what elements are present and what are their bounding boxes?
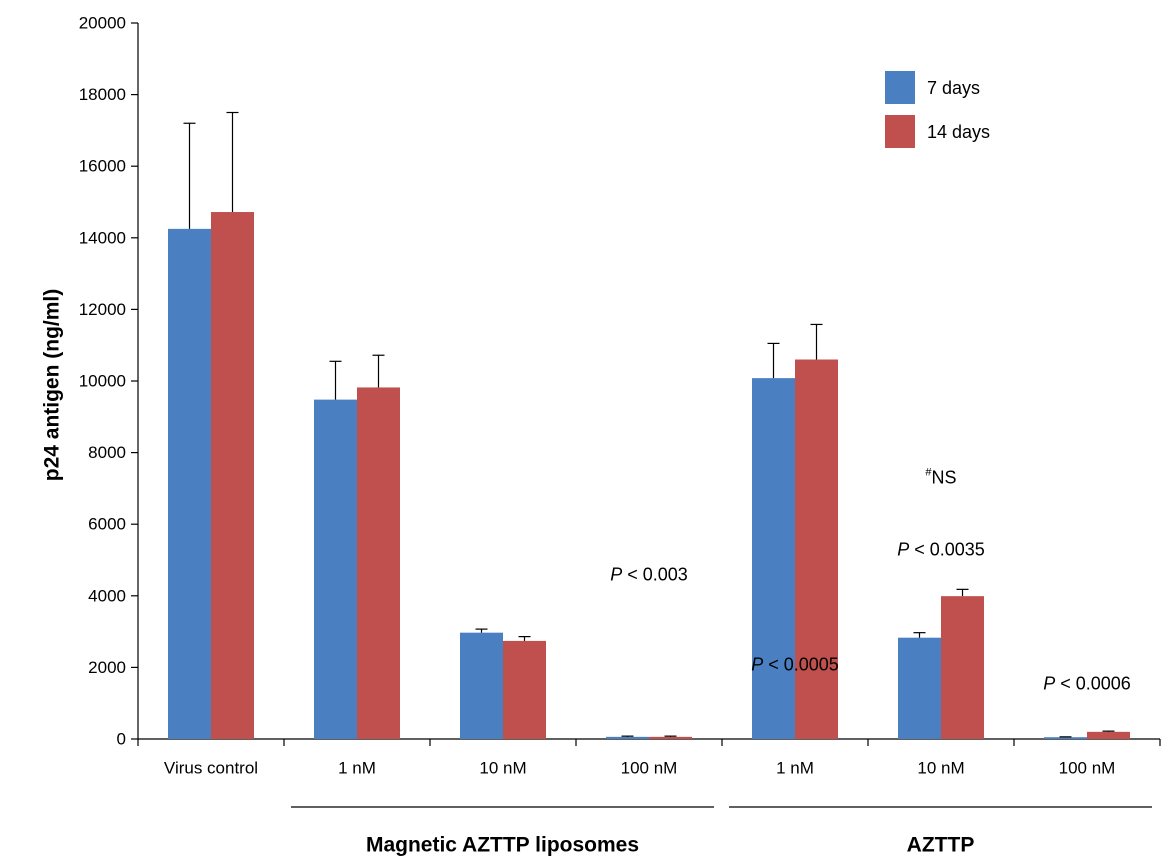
- significance-annotation: P < 0.0005: [751, 655, 839, 675]
- legend-label: 14 days: [927, 122, 990, 142]
- legend-swatch: [885, 71, 915, 104]
- annotation-text: < 0.0035: [909, 539, 985, 559]
- y-tick-label: 2000: [88, 658, 126, 677]
- annotation-text: < 0.0005: [763, 655, 839, 675]
- significance-annotation: P < 0.003: [610, 564, 688, 584]
- y-tick-label: 0: [117, 730, 126, 749]
- x-tick-label: 10 nM: [479, 759, 526, 778]
- annotation-p: P: [1043, 674, 1055, 694]
- bar: [752, 378, 795, 739]
- y-tick-label: 12000: [79, 300, 126, 319]
- annotation-p: P: [897, 539, 909, 559]
- bar: [460, 633, 503, 739]
- x-tick-label: 100 nM: [621, 759, 678, 778]
- significance-annotation: P < 0.0035: [897, 539, 985, 559]
- bar: [1044, 737, 1087, 739]
- x-tick-label: 1 nM: [776, 759, 814, 778]
- y-axis-label: p24 antigen (ng/ml): [41, 289, 64, 482]
- y-tick-label: 14000: [79, 228, 126, 247]
- annotation-p: P: [751, 655, 763, 675]
- x-tick-label: 1 nM: [338, 759, 376, 778]
- significance-annotation: P < 0.0006: [1043, 674, 1131, 694]
- bar: [795, 360, 838, 739]
- y-tick-label: 16000: [79, 157, 126, 176]
- x-tick-label: 10 nM: [917, 759, 964, 778]
- bar: [1087, 732, 1130, 739]
- annotation-text: NS: [932, 468, 957, 488]
- annotation-text: < 0.0006: [1055, 674, 1131, 694]
- y-tick-label: 4000: [88, 586, 126, 605]
- y-tick-label: 6000: [88, 515, 126, 534]
- significance-annotation: #NS: [925, 467, 956, 488]
- group-label: AZTTP: [907, 834, 975, 857]
- annotation-p: P: [610, 564, 622, 584]
- bar: [168, 229, 211, 739]
- bar: [503, 641, 546, 739]
- bar: [606, 737, 649, 739]
- bar: [649, 737, 692, 739]
- y-tick-label: 8000: [88, 443, 126, 462]
- bar: [941, 596, 984, 739]
- bar: [898, 638, 941, 739]
- group-label: Magnetic AZTTP liposomes: [366, 834, 639, 857]
- bar: [211, 212, 254, 739]
- x-tick-label: 100 nM: [1059, 759, 1116, 778]
- legend-swatch: [885, 115, 915, 148]
- bar: [357, 387, 400, 739]
- legend-label: 7 days: [927, 78, 980, 98]
- x-tick-label: Virus control: [164, 759, 258, 778]
- y-tick-label: 20000: [79, 14, 126, 33]
- bar: [314, 400, 357, 739]
- annotation-text: < 0.003: [622, 564, 688, 584]
- y-tick-label: 18000: [79, 85, 126, 104]
- y-tick-label: 10000: [79, 372, 126, 391]
